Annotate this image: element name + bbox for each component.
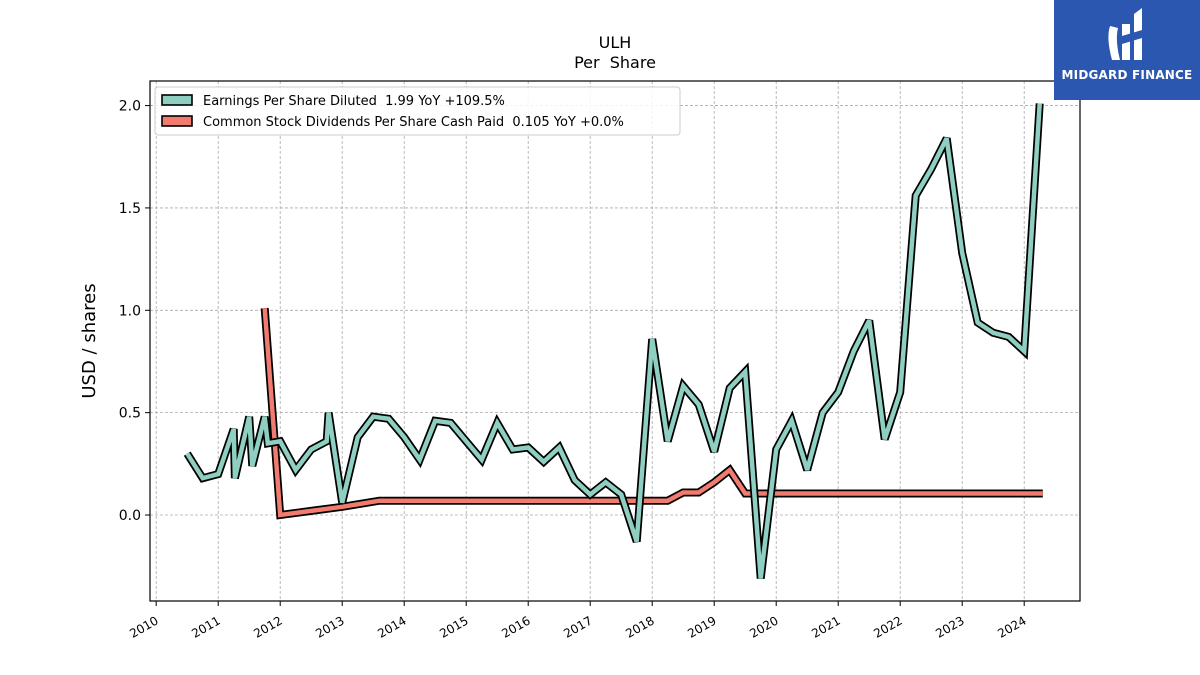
legend-box: [154, 86, 681, 136]
legend-label-dividends: Common Stock Dividends Per Share Cash Pa…: [203, 115, 624, 130]
x-tick-label: 2019: [685, 613, 718, 640]
series-layer: [183, 103, 1044, 579]
y-tick-label: 2.0: [119, 99, 141, 115]
plot-frame: [149, 80, 1081, 602]
legend-swatch-eps: [161, 94, 193, 106]
x-tick-label: 2020: [747, 613, 780, 640]
series-line-eps: [185, 103, 1042, 579]
y-tick-label: 1.0: [119, 303, 141, 319]
x-tick-label: 2022: [871, 613, 904, 640]
logo-text: MIDGARD FINANCE: [1061, 68, 1193, 82]
brand-logo: MIDGARD FINANCE: [1054, 0, 1200, 100]
x-tick-label: 2015: [437, 613, 470, 640]
x-tick-label: 2017: [561, 613, 594, 640]
legend: Earnings Per Share Diluted 1.99 YoY +109…: [154, 86, 681, 136]
y-axis-label: USD / shares: [79, 283, 100, 398]
chart-title: ULH: [599, 33, 632, 52]
axis-ticks: 2010 2011 2012 2013 2014 2015 2016 2017 2018 2019…: [119, 99, 1029, 641]
x-tick-label: 2018: [623, 613, 656, 640]
logo-mark-icon: [1108, 8, 1142, 60]
x-tick-label: 2023: [933, 613, 966, 640]
legend-label-eps: Earnings Per Share Diluted 1.99 YoY +109…: [203, 94, 505, 109]
x-tick-label: 2024: [995, 613, 1028, 640]
y-tick-label: 0.5: [119, 406, 141, 422]
y-tick-label: 0.0: [119, 508, 141, 524]
x-tick-label: 2012: [251, 613, 284, 640]
x-tick-label: 2013: [313, 613, 346, 640]
x-tick-label: 2021: [809, 613, 842, 640]
x-tick-label: 2010: [127, 613, 160, 640]
legend-swatch-dividends: [161, 115, 193, 127]
y-tick-label: 1.5: [119, 201, 141, 217]
x-tick-label: 2011: [189, 613, 222, 640]
chart-subtitle: Per Share: [574, 53, 656, 72]
x-tick-label: 2014: [375, 613, 408, 640]
series-line-dividends: [262, 308, 1043, 518]
x-tick-label: 2016: [499, 613, 532, 640]
